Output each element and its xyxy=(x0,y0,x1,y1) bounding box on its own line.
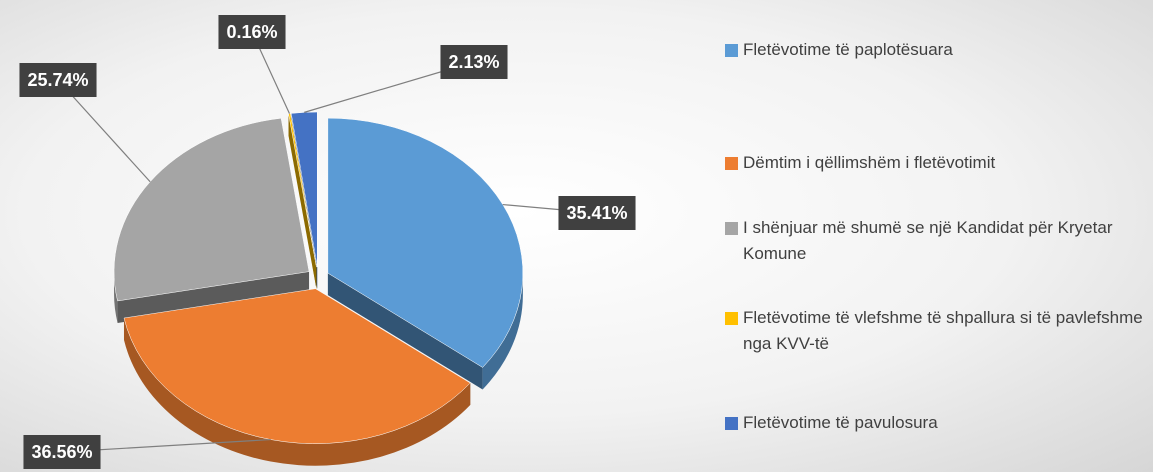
data-label-box xyxy=(440,45,508,79)
data-label: 25.74% xyxy=(27,70,88,90)
slice-wall xyxy=(114,271,118,323)
data-label: 2.13% xyxy=(448,52,499,72)
legend-item: Dëmtim i qëllimshëm i fletëvotimit xyxy=(725,150,1153,176)
legend-swatch xyxy=(725,222,738,235)
slice xyxy=(288,113,317,268)
legend-label: Fletëvotime të paplotësuara xyxy=(743,40,953,59)
legend-item: I shënjuar më shumë se një Kandidat për … xyxy=(725,215,1153,267)
legend-label: Dëmtim i qëllimshëm i fletëvotimit xyxy=(743,153,996,172)
slice xyxy=(113,117,310,302)
data-label-box xyxy=(19,63,97,97)
slice-wall xyxy=(123,318,471,466)
legend-item: Fletëvotime të pavulosura xyxy=(725,410,1153,436)
legend-item: Fletëvotime të vlefshme të shpallura si … xyxy=(725,305,1153,357)
slice xyxy=(327,117,524,368)
data-label-box xyxy=(23,435,101,469)
slice-side xyxy=(117,271,310,323)
slice-side xyxy=(327,273,483,390)
legend-label: Fletëvotime të pavulosura xyxy=(743,413,938,432)
legend-label: Fletëvotime të vlefshme të shpallura si … xyxy=(743,308,1143,353)
legend-swatch xyxy=(725,312,738,325)
legend-swatch xyxy=(725,44,738,57)
slice-wall xyxy=(482,273,523,390)
slice xyxy=(290,111,318,268)
data-label: 0.16% xyxy=(226,22,277,42)
slice xyxy=(123,288,471,444)
legend-label: I shënjuar më shumë se një Kandidat për … xyxy=(743,218,1113,263)
legend-swatch xyxy=(725,157,738,170)
legend-swatch xyxy=(725,417,738,430)
data-label: 35.41% xyxy=(566,203,627,223)
data-label: 36.56% xyxy=(31,442,92,462)
data-label-box xyxy=(558,196,636,230)
legend-item: Fletëvotime të paplotësuara xyxy=(725,37,1153,63)
data-label-box xyxy=(218,15,286,49)
